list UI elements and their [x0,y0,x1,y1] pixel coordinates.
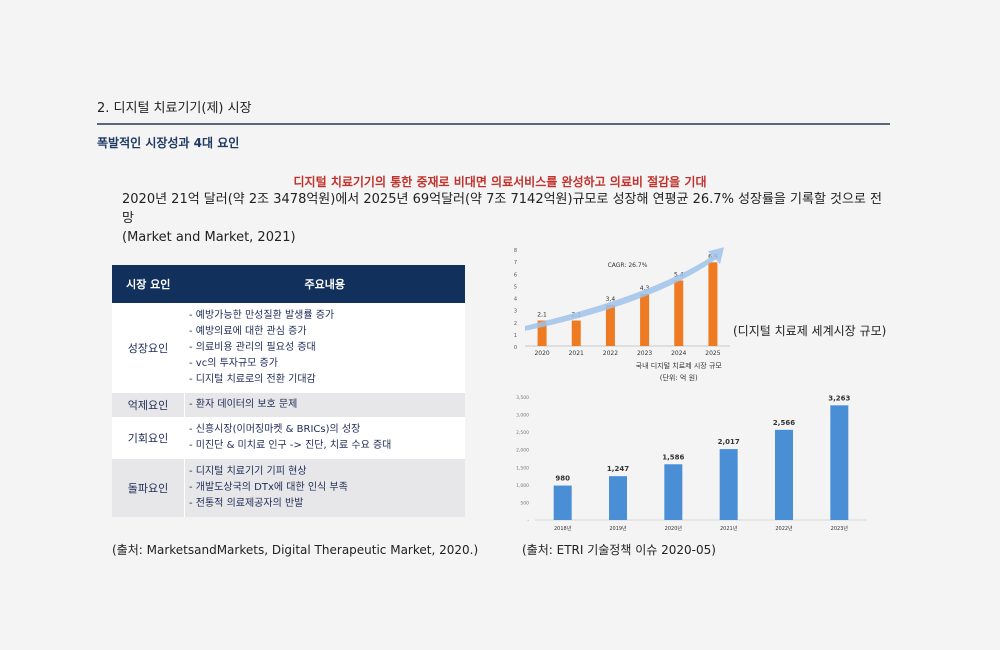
y-tick-label: 0 [514,345,517,351]
chart-caption: 국내 디지털 치료제 시장 규모 [636,361,723,370]
cagr-annotation: CAGR: 26.7% [608,262,648,269]
bar-value-label: 2,566 [773,419,795,427]
bar [605,304,615,346]
bar-value-label: 2,1 [537,312,547,319]
table-item: - 의료비용 관리의 필요성 증대 [189,342,316,353]
x-tick-label: 2018년 [554,525,572,532]
bar-value-label: 980 [555,475,570,483]
x-tick-label: 2024 [671,350,686,357]
source-left: (출처: MarketsandMarkets, Digital Therapeu… [112,543,479,557]
y-tick-label: 2,500 [516,430,529,436]
section-divider [97,123,890,125]
table-header-content: 주요내용 [184,265,465,303]
table-header-factor: 시장 요인 [112,265,185,303]
global-dtx-market-chart: - 500 1,000 1,500 2,000 2,500 3,000 3,500 980 201… [516,394,867,532]
y-tick-label: 3,500 [516,395,529,401]
bar-value-label: 1,247 [607,465,629,473]
y-tick-label: 1,000 [516,483,529,489]
table-item: - 디지털 치료기기 기피 현상 [189,466,307,477]
table-item: - 미진단 & 미치료 인구 -> 진단, 치료 수요 증대 [189,440,392,451]
highlight-text: 디지털 치료기기의 통한 중재로 비대면 의료서비스를 완성하고 의료비 절감을… [293,175,707,189]
table-item: - 개발도상국의 DTx에 대한 인식 부족 [189,482,348,493]
chart-unit: (단위: 억 원) [660,373,698,382]
table-item: - 예방의료에 대한 관심 증가 [189,326,307,337]
x-tick-label: 2023 [637,350,652,357]
table-item: - 예방가능한 만성질환 발생률 증가 [189,310,335,321]
bar [708,262,718,346]
y-tick-label: 7 [514,260,517,266]
table-item: - 디지털 치료로의 전환 기대감 [189,374,316,385]
bar [571,320,581,346]
y-tick-label: 3,000 [516,413,529,419]
bar [775,429,793,520]
y-tick-label: 1,500 [516,465,529,471]
x-tick-label: 2022년 [775,525,793,532]
table-cell-items: - 예방가능한 만성질환 발생률 증가 - 예방의료에 대한 관심 증가 - 의료비… [184,303,465,393]
y-tick-label: - [527,519,529,524]
bar [553,485,572,520]
bar [830,405,849,520]
table-cell-items: - 환자 데이터의 보호 문제 [184,393,465,417]
bar [674,280,684,346]
chart1-caption: (디지털 치료제 세계시장 규모) [733,324,887,338]
y-tick-label: 4 [514,297,517,303]
bar [640,293,650,346]
summary-text: 2020년 21억 달러(약 2조 3478억원)에서 2025년 69억달러(… [122,190,882,247]
table-cell-category: 성장요인 [112,303,185,393]
section-subtitle: 폭발적인 시장성과 4대 요인 [97,136,240,150]
domestic-dtx-market-chart: 0123456782,120202,120213,420224,320235,4… [514,247,730,382]
x-tick-label: 2022 [603,350,618,357]
x-tick-label: 2020 [534,350,549,357]
x-tick-label: 2021년 [720,525,738,532]
bar [664,464,683,520]
bar-value-label: 4,3 [640,285,650,292]
bar-value-label: 3,4 [606,296,616,303]
table-header-row: 시장 요인 주요내용 [112,265,465,303]
y-tick-label: 3 [514,309,517,315]
x-tick-label: 2020년 [665,525,683,532]
table-cell-category: 억제요인 [112,393,185,417]
summary-source: (Market and Market, 2021) [122,230,296,245]
x-tick-label: 2023년 [831,525,849,532]
y-tick-label: 2,000 [516,448,529,454]
bar [719,449,738,520]
table-cell-category: 돌파요인 [112,459,185,517]
table-cell-category: 기회요인 [112,417,185,459]
bar [609,476,627,520]
source-right: (출처: ETRI 기술정책 이슈 2020-05) [522,543,716,557]
y-tick-label: 8 [514,248,517,254]
table-item: - 전통적 의료제공자의 반발 [189,498,304,509]
table-item: - 신흥시장(이머징마켓 & BRICs)의 성장 [189,424,361,435]
x-tick-label: 2025 [705,350,720,357]
table-row: 성장요인 - 예방가능한 만성질환 발생률 증가 - 예방의료에 대한 관심 증가 -… [112,303,465,393]
growth-arrow [525,247,724,331]
table-cell-items: - 디지털 치료기기 기피 현상 - 개발도상국의 DTx에 대한 인식 부족 - … [184,459,465,517]
y-tick-label: 5 [514,284,517,290]
x-tick-label: 2021 [569,350,584,357]
y-tick-label: 6 [514,272,517,278]
table-row: 돌파요인 - 디지털 치료기기 기피 현상 - 개발도상국의 DTx에 대한 인식 … [112,459,465,517]
section-title: 2. 디지털 치료기기(제) 시장 [97,101,252,116]
table-row: 억제요인 - 환자 데이터의 보호 문제 [112,393,465,417]
y-tick-label: 2 [514,321,517,327]
bar-value-label: 3,263 [828,394,850,402]
table-cell-items: - 신흥시장(이머징마켓 & BRICs)의 성장 - 미진단 & 미치료 인구 … [184,417,465,459]
bar [537,320,547,346]
table-item: - 환자 데이터의 보호 문제 [189,399,298,410]
table-row: 기회요인 - 신흥시장(이머징마켓 & BRICs)의 성장 - 미진단 & 미치료… [112,417,465,459]
table-item: - vc의 투자규모 증가 [189,358,278,369]
summary-line: 2020년 21억 달러(약 2조 3478억원)에서 2025년 69억달러(… [122,192,883,226]
bar-value-label: 1,586 [662,453,684,461]
market-factor-table: 시장 요인 주요내용 성장요인 - 예방가능한 만성질환 발생률 증가 - 예방의료… [112,265,465,517]
bar-value-label: 2,017 [718,438,740,446]
y-tick-label: 1 [514,333,517,339]
y-tick-label: 500 [520,500,529,506]
x-tick-label: 2019년 [609,525,627,532]
